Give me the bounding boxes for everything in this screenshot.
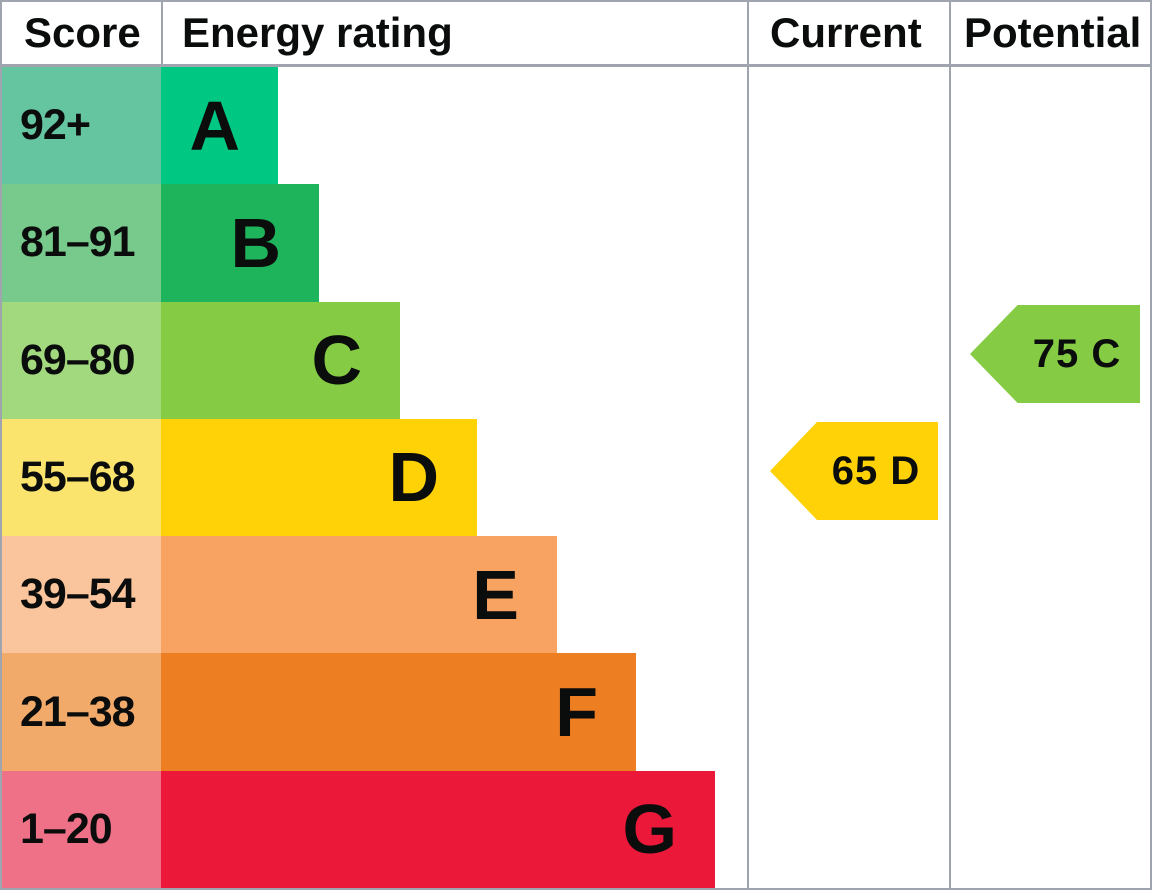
band-bar: F [161,653,636,771]
band-score-range: 69–80 [2,301,161,419]
band-row: 55–68 D [2,418,1150,537]
band-score-range: 81–91 [2,184,161,302]
band-bar: C [161,301,400,419]
band-bar: B [161,184,319,302]
band-bar: G [161,770,715,888]
band-row: 81–91 B [2,184,1150,302]
header-current: Current [770,9,922,56]
band-bar: E [161,536,557,654]
header-score: Score [24,9,141,56]
band-row: 69–80 C [2,301,1150,419]
band-score-range: 55–68 [2,418,161,537]
potential-rating-label: 75 C [1032,331,1122,376]
current-column-divider [747,2,749,888]
current-rating-label: 65 D [831,448,921,493]
score-column-divider [161,2,163,64]
band-score-range: 92+ [2,67,161,185]
band-score-range: 39–54 [2,536,161,654]
band-score-range: 21–38 [2,653,161,771]
band-row: 1–20 G [2,770,1150,888]
band-row: 39–54 E [2,536,1150,654]
band-bar: D [161,418,477,537]
band-row: 21–38 F [2,653,1150,771]
header-row: Score Energy rating Current Potential [2,2,1150,64]
potential-rating-marker: 75 C [970,305,1140,403]
band-row: 92+ A [2,67,1150,185]
header-potential: Potential [964,9,1142,56]
potential-column-divider [949,2,951,888]
band-score-range: 1–20 [2,770,161,888]
band-bar: A [161,67,278,185]
header-energy-rating: Energy rating [182,9,453,56]
band-rows: 92+ A 81–91 B 69–80 C 55–68 D 39–54 E 21… [2,67,1150,888]
header-underline [2,64,1150,67]
